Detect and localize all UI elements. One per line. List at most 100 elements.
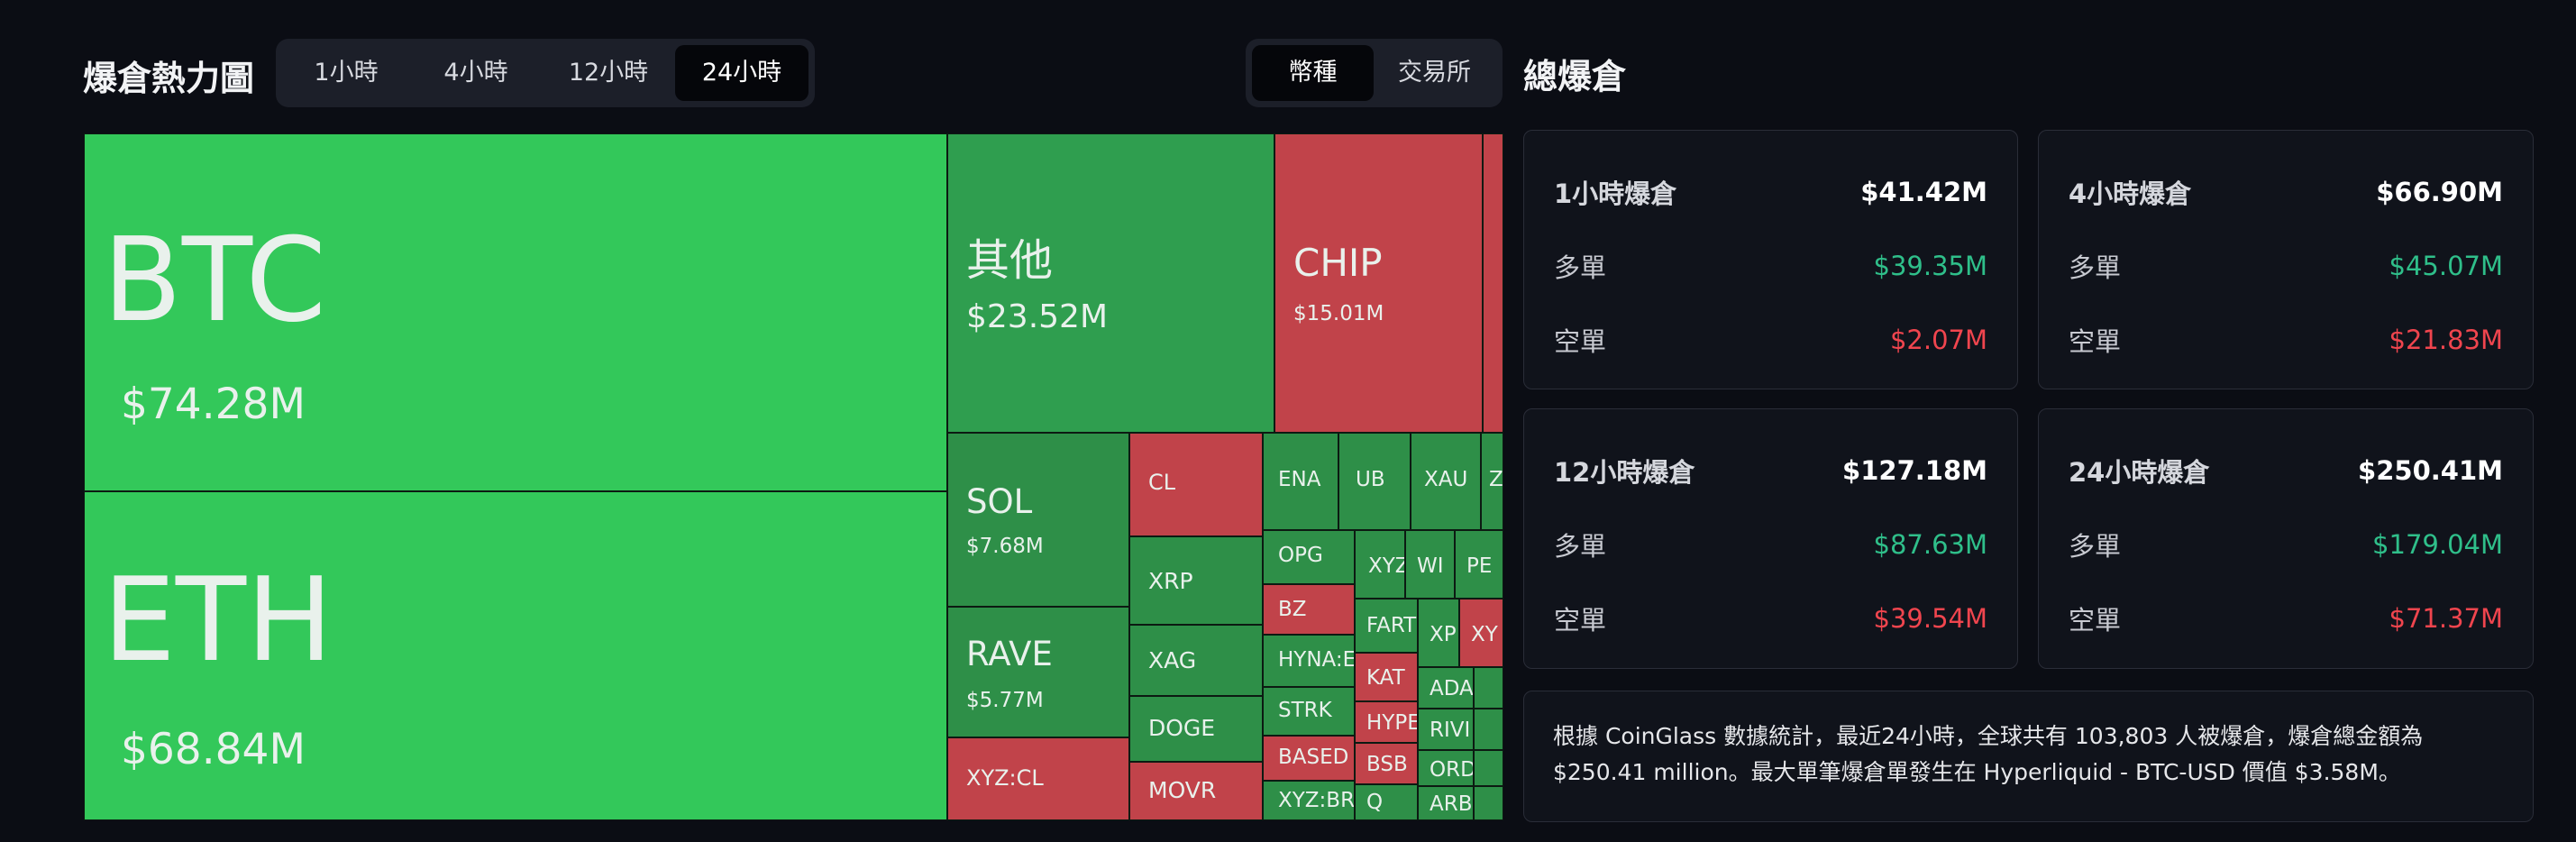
tile-value: $5.77M (966, 689, 1044, 712)
card-total: $66.90M (2376, 177, 2503, 207)
short-amount: $21.83M (2389, 325, 2504, 355)
long-label: 多單 (1554, 252, 1607, 283)
tile-ub[interactable]: UB (1338, 433, 1411, 530)
tile-value: $7.68M (966, 535, 1044, 558)
tile-eth[interactable]: ETH $68.84M (84, 491, 947, 820)
tile-btc[interactable]: BTC $74.28M (84, 133, 947, 491)
tab-coin[interactable]: 幣種 (1252, 45, 1374, 101)
long-amount: $45.07M (2389, 251, 2504, 281)
liquidation-card-1h: 1小時爆倉 $41.42M 多單 $39.35M 空單 $2.07M (1523, 130, 2018, 389)
tile-small-green-a[interactable] (1474, 667, 1503, 709)
tile-ena[interactable]: ENA (1263, 433, 1338, 530)
tile-pe[interactable]: PE (1455, 530, 1503, 599)
tile-small-green-d[interactable] (1474, 786, 1503, 820)
tile-kat[interactable]: KAT (1355, 653, 1418, 701)
tile-xyzbr[interactable]: XYZ:BR (1263, 781, 1355, 820)
tab-exchange[interactable]: 交易所 (1398, 59, 1471, 87)
short-amount: $2.07M (1889, 325, 1987, 355)
tile-symbol: 其他 (966, 235, 1054, 286)
tile-xp[interactable]: XP (1418, 599, 1459, 667)
tile-arb[interactable]: ARB (1418, 786, 1474, 820)
tile-symbol: DOGE (1148, 715, 1216, 741)
tile-cl[interactable]: CL (1129, 433, 1263, 536)
tile-bsb[interactable]: BSB (1355, 743, 1418, 784)
tile-small-green-c[interactable] (1474, 750, 1503, 786)
tile-xrp[interactable]: XRP (1129, 536, 1263, 625)
tile-value: $74.28M (121, 380, 306, 429)
long-amount: $179.04M (2372, 529, 2503, 560)
tile-chip[interactable]: CHIP $15.01M (1274, 133, 1483, 433)
tile-symbol: RAVE (966, 635, 1053, 673)
long-amount: $87.63M (1873, 529, 1988, 560)
tile-rave[interactable]: RAVE $5.77M (947, 607, 1129, 737)
tile-xag[interactable]: XAG (1129, 625, 1263, 696)
tile-symbol: KAT (1366, 666, 1405, 690)
tile-strk[interactable]: STRK (1263, 687, 1355, 736)
tile-xy[interactable]: XY (1459, 599, 1503, 667)
tile-symbol: BZ (1278, 598, 1307, 621)
long-label: 多單 (2069, 531, 2122, 562)
tab-12h[interactable]: 12小時 (568, 59, 649, 87)
tile-value: $23.52M (966, 298, 1109, 335)
tile-ord[interactable]: ORD (1418, 750, 1474, 786)
tile-symbol: ENA (1278, 468, 1321, 491)
tile-q[interactable]: Q (1355, 784, 1418, 820)
tile-z[interactable]: Z (1481, 433, 1503, 530)
tile-small-green-b[interactable] (1474, 709, 1503, 750)
tile-xyzcl[interactable]: XYZ:CL (947, 737, 1129, 820)
tile-opg[interactable]: OPG (1263, 530, 1355, 584)
tab-1h[interactable]: 1小時 (314, 59, 379, 87)
total-liquidation-title: 總爆倉 (1523, 57, 1627, 96)
tile-ada[interactable]: ADA (1418, 667, 1474, 709)
tile-symbol: Z (1489, 468, 1503, 491)
card-title: 4小時爆倉 (2069, 178, 2192, 209)
tile-symbol: SOL (966, 482, 1033, 521)
tile-symbol: XYZ:BR (1278, 789, 1355, 812)
tile-bz[interactable]: BZ (1263, 584, 1355, 635)
tile-symbol: XY (1471, 623, 1498, 646)
tile-symbol: FART (1366, 614, 1417, 637)
tile-symbol: MOVR (1148, 777, 1217, 803)
tile-partial[interactable] (1483, 133, 1503, 433)
tile-symbol: BASED (1278, 746, 1349, 769)
tile-rivi[interactable]: RIVI (1418, 709, 1474, 750)
tile-symbol: STRK (1278, 699, 1332, 722)
tile-symbol: BSB (1366, 753, 1408, 776)
tile-symbol: WI (1417, 554, 1444, 578)
tile-other[interactable]: 其他 $23.52M (947, 133, 1274, 433)
tile-movr[interactable]: MOVR (1129, 762, 1263, 820)
tab-4h[interactable]: 4小時 (443, 59, 508, 87)
liquidation-summary-text: 根據 CoinGlass 數據統計，最近24小時，全球共有 103,803 人被… (1523, 691, 2534, 822)
tile-symbol: XAG (1148, 647, 1197, 673)
short-amount: $71.37M (2389, 603, 2504, 634)
tile-hyna[interactable]: HYNA:E (1263, 635, 1355, 687)
tile-symbol: XYZ:CL (966, 765, 1044, 791)
tile-symbol: OPG (1278, 544, 1323, 567)
liquidation-card-12h: 12小時爆倉 $127.18M 多單 $87.63M 空單 $39.54M (1523, 408, 2018, 669)
liquidation-card-24h: 24小時爆倉 $250.41M 多單 $179.04M 空單 $71.37M (2038, 408, 2534, 669)
tile-symbol: Q (1366, 791, 1384, 814)
tile-sol[interactable]: SOL $7.68M (947, 433, 1129, 607)
long-label: 多單 (1554, 531, 1607, 562)
card-total: $250.41M (2358, 455, 2503, 486)
tile-symbol: UB (1356, 468, 1385, 491)
short-label: 空單 (2069, 326, 2122, 357)
liquidation-treemap: BTC $74.28M ETH $68.84M 其他 $23.52M CHIP … (84, 133, 1503, 820)
tile-xau[interactable]: XAU (1411, 433, 1481, 530)
tile-wi[interactable]: WI (1405, 530, 1455, 599)
tile-symbol: ORD (1430, 758, 1474, 782)
card-title: 12小時爆倉 (1554, 457, 1695, 488)
tile-xyz[interactable]: XYZ (1355, 530, 1405, 599)
card-total: $41.42M (1860, 177, 1987, 207)
tile-based[interactable]: BASED (1263, 736, 1355, 781)
tile-value: $15.01M (1293, 302, 1384, 325)
tile-hype[interactable]: HYPE (1355, 701, 1418, 743)
tile-doge[interactable]: DOGE (1129, 696, 1263, 762)
group-by-tabs: 幣種 交易所 (1246, 39, 1503, 107)
tile-value: $68.84M (121, 725, 306, 774)
tile-fart[interactable]: FART (1355, 599, 1418, 653)
tile-symbol: HYPE (1366, 711, 1418, 735)
tile-symbol: ETH (103, 554, 333, 688)
short-label: 空單 (1554, 605, 1607, 636)
tab-24h[interactable]: 24小時 (675, 45, 808, 101)
